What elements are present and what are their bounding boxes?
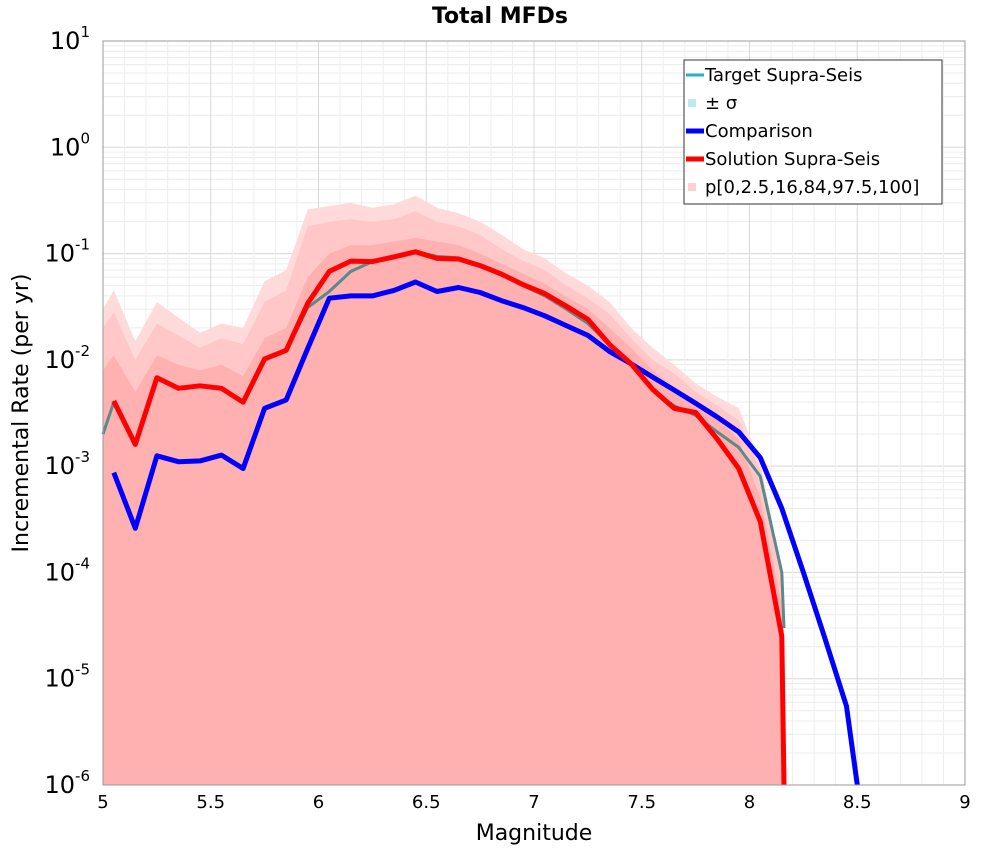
x-axis-label: Magnitude (476, 821, 593, 846)
x-tick-label: 6 (313, 792, 324, 813)
y-tick-label: 10-4 (44, 554, 90, 586)
legend-box (683, 59, 943, 205)
y-tick-label: 10-6 (44, 767, 90, 799)
x-tick-label: 9 (959, 792, 970, 813)
y-axis-label: Incremental Rate (per yr) (9, 274, 34, 553)
y-axis-ticks: 101 100 10-1 10-2 10-3 10-4 10-5 10-6 (44, 23, 90, 799)
legend-label-sigma: ± σ (705, 93, 737, 114)
legend-swatch-p-0-2-5-16-84-97-5-100 (688, 183, 696, 191)
series-lines (101, 249, 860, 786)
legend-label-p-0-2-5-16-84-97-5-100: p[0,2.5,16,84,97.5,100] (705, 177, 919, 198)
plot-frame (102, 40, 966, 786)
x-axis-ticks: 5 5.5 6 6.5 7 7.5 8 8.5 9 (97, 792, 970, 813)
y-tick-label: 100 (50, 129, 90, 161)
series-line-comparison (111, 279, 860, 786)
series-line-solution-supra-seis (111, 249, 787, 786)
x-tick-label: 7 (528, 792, 539, 813)
y-tick-label: 10-2 (44, 342, 90, 374)
y-tick-label: 10-3 (44, 448, 90, 480)
band-p16-84 (103, 238, 784, 785)
x-tick-label: 7.5 (627, 792, 656, 813)
y-tick-label: 101 (50, 23, 90, 55)
legend-label-target-supra-seis: Target Supra-Seis (704, 65, 862, 86)
legend-swatch-sigma (688, 99, 696, 107)
x-tick-label: 6.5 (412, 792, 441, 813)
chart-title: Total MFDs (432, 4, 568, 29)
legend-label-solution-supra-seis: Solution Supra-Seis (705, 149, 880, 170)
legend-label-comparison: Comparison (705, 121, 813, 142)
x-tick-label: 8 (744, 792, 755, 813)
legend: Target Supra-Seis ± σ Comparison Solution S… (683, 59, 943, 205)
y-tick-label: 10-5 (44, 661, 90, 693)
y-tick-label: 10-1 (44, 236, 90, 268)
x-tick-label: 5 (97, 792, 108, 813)
x-tick-label: 5.5 (196, 792, 225, 813)
x-tick-label: 8.5 (843, 792, 872, 813)
